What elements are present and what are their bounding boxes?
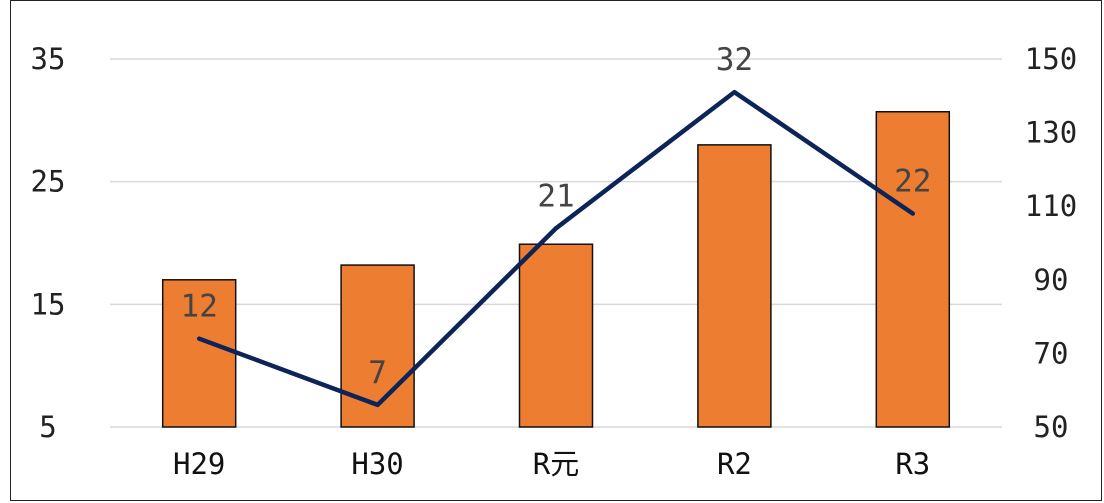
bar-series bbox=[161, 110, 951, 428]
right-tick-label: 150 bbox=[1025, 42, 1077, 76]
right-tick-label: 70 bbox=[1034, 336, 1069, 370]
left-y-axis: 5 15 25 35 bbox=[31, 42, 66, 444]
category-label: H30 bbox=[351, 447, 403, 481]
bar bbox=[697, 144, 772, 428]
left-tick-label: 5 bbox=[39, 410, 56, 444]
right-tick-label: 90 bbox=[1034, 263, 1069, 297]
data-label: 21 bbox=[537, 178, 574, 214]
bar bbox=[340, 264, 415, 428]
bar bbox=[875, 110, 951, 428]
right-tick-label: 110 bbox=[1025, 189, 1077, 223]
data-labels: 12 7 21 32 22 bbox=[181, 42, 932, 391]
line-series bbox=[196, 89, 916, 408]
right-y-axis: 50 70 90 110 130 150 bbox=[1025, 42, 1077, 444]
left-tick-label: 25 bbox=[31, 165, 66, 199]
x-axis: H29 H30 R元 R2 R3 bbox=[173, 447, 930, 481]
data-label: 12 bbox=[181, 289, 218, 325]
category-label: R2 bbox=[717, 447, 752, 481]
left-tick-label: 35 bbox=[31, 42, 66, 76]
left-tick-label: 15 bbox=[31, 287, 66, 321]
bar bbox=[161, 279, 237, 428]
category-label: H29 bbox=[173, 447, 225, 481]
series-line bbox=[196, 89, 916, 408]
bar bbox=[518, 243, 594, 428]
category-label: R3 bbox=[895, 447, 930, 481]
data-label: 7 bbox=[368, 355, 387, 391]
right-tick-label: 130 bbox=[1025, 116, 1077, 150]
data-label: 22 bbox=[894, 164, 931, 200]
data-label: 32 bbox=[716, 42, 753, 78]
right-tick-label: 50 bbox=[1034, 410, 1069, 444]
category-label: R元 bbox=[533, 447, 579, 481]
